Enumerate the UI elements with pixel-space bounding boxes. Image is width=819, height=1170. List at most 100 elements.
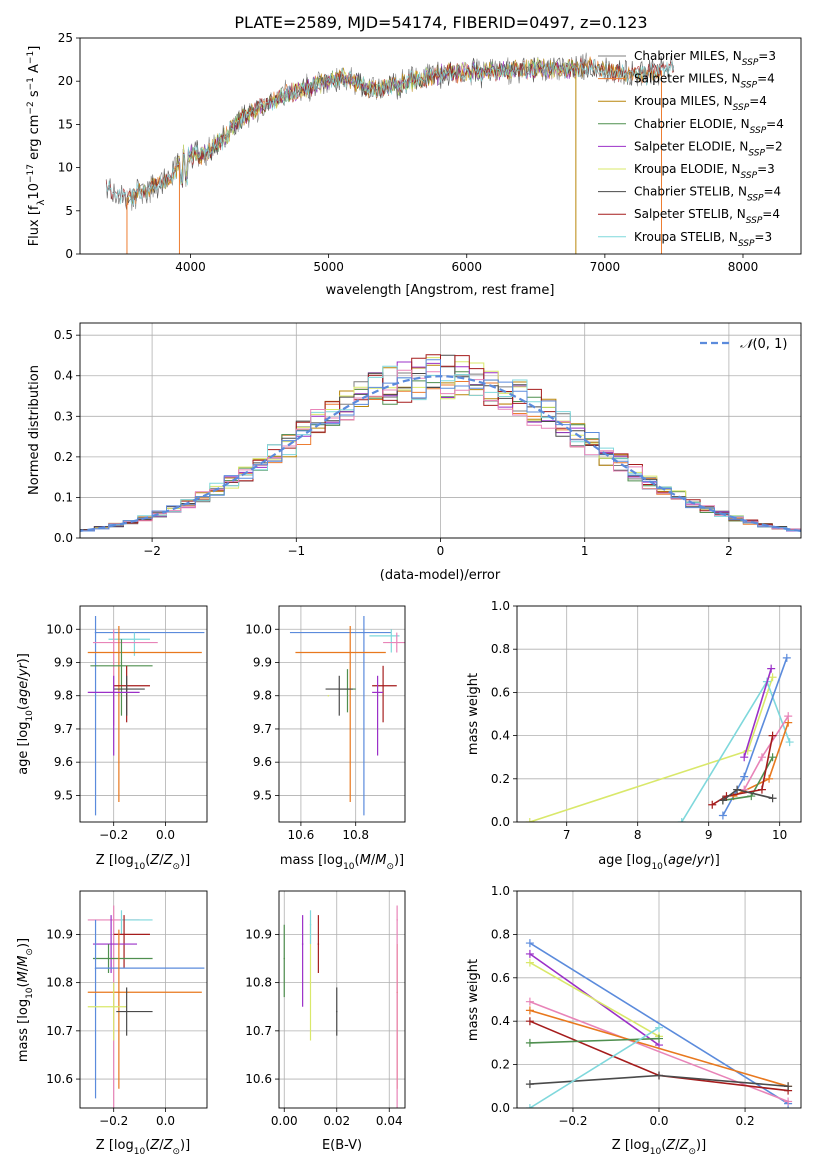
chart-mass_vs_ebv: 0.00 0.02 0.04 10.6 10.7 10.8 10.9 E(B-V) bbox=[245, 890, 406, 1153]
x-tick-label: 9 bbox=[705, 828, 713, 842]
y-tick-label: 0.6 bbox=[491, 971, 510, 985]
weight-marker bbox=[768, 673, 777, 682]
y-axis-label: mass weight bbox=[466, 959, 481, 1041]
y-tick-label: 10.0 bbox=[46, 622, 73, 636]
chart-mass_vs_Z: −0.2 0.0 10.6 10.7 10.8 10.9 Z [log10(Z/Z⊙)] ma… bbox=[16, 890, 208, 1157]
data-point bbox=[123, 933, 125, 936]
data-point bbox=[309, 981, 312, 984]
weight-marker bbox=[757, 753, 766, 762]
y-tick-label: 15 bbox=[58, 117, 73, 131]
y-tick-label: 0.2 bbox=[491, 772, 510, 786]
plot-area bbox=[87, 615, 205, 816]
y-tick-label: 10.9 bbox=[245, 927, 272, 941]
chart-age_vs_Z: −0.2 0.0 9.5 9.6 9.7 9.8 9.9 10.0 Z [log10(Z/Z⊙)… bbox=[16, 605, 208, 872]
axes-frame bbox=[516, 890, 802, 1109]
y-tick-label: 0.3 bbox=[54, 409, 73, 423]
plot-area bbox=[289, 615, 405, 816]
data-point bbox=[120, 919, 123, 921]
y-tick-label: 25 bbox=[58, 31, 73, 45]
y-tick-label: 9.8 bbox=[54, 689, 73, 703]
chart-residuals: −2 −1 0 1 2 0.0 0.1 0.2 0.3 0.4 0.5 𝒩(0, 1) (data-mo… bbox=[27, 322, 802, 583]
weight-marker bbox=[785, 738, 794, 747]
data-point bbox=[376, 691, 379, 694]
y-tick-label: 10.9 bbox=[46, 927, 73, 941]
weight-marker bbox=[782, 653, 791, 662]
data-point bbox=[112, 691, 115, 694]
weight-marker bbox=[525, 1104, 534, 1108]
weight-marker bbox=[525, 1017, 534, 1026]
weight-marker bbox=[718, 796, 727, 805]
axes-frame bbox=[516, 605, 802, 823]
weight-marker bbox=[767, 664, 776, 673]
y-axis-label: Flux [fλ10−17 erg cm−2 s−1 A−1] bbox=[26, 46, 47, 247]
x-tick-label: −0.2 bbox=[99, 828, 128, 842]
weight-marker bbox=[733, 785, 742, 794]
x-tick-label: 8 bbox=[634, 828, 642, 842]
y-tick-label: 9.5 bbox=[253, 788, 272, 802]
legend-label: Chabrier MILES, NSSP=3 bbox=[634, 49, 776, 68]
data-point bbox=[118, 991, 120, 994]
y-tick-label: 9.9 bbox=[253, 655, 272, 669]
x-tick-label: 0.0 bbox=[156, 1114, 175, 1128]
y-tick-label: 10.0 bbox=[245, 622, 272, 636]
spectrum-series-9 bbox=[105, 59, 675, 206]
x-tick-label: 1 bbox=[581, 544, 589, 558]
y-tick-label: 5 bbox=[65, 204, 73, 218]
data-point bbox=[112, 919, 115, 921]
legend-label: Salpeter STELIB, NSSP=4 bbox=[634, 207, 780, 226]
weight-marker bbox=[525, 1006, 534, 1015]
legend-label: Chabrier ELODIE, NSSP=4 bbox=[634, 117, 784, 136]
y-tick-label: 9.8 bbox=[253, 689, 272, 703]
y-tick-label: 0.0 bbox=[491, 1101, 510, 1115]
weight-marker bbox=[708, 800, 717, 809]
weight-marker bbox=[525, 1080, 534, 1089]
weight-marker bbox=[525, 958, 534, 967]
x-tick-label: 0.04 bbox=[376, 1114, 403, 1128]
histogram-series-11 bbox=[80, 359, 801, 533]
y-tick-label: 0.2 bbox=[54, 450, 73, 464]
x-tick-label: 0 bbox=[437, 544, 445, 558]
weight-marker bbox=[765, 774, 774, 783]
weight-marker bbox=[525, 818, 534, 822]
x-tick-label: 2 bbox=[725, 544, 733, 558]
weight-marker bbox=[718, 811, 727, 820]
x-tick-label: 0.0 bbox=[649, 1114, 668, 1128]
figure-title: PLATE=2589, MJD=54174, FIBERID=0497, z=0… bbox=[234, 13, 647, 32]
x-tick-label: 7 bbox=[563, 828, 571, 842]
legend-label: Kroupa MILES, NSSP=4 bbox=[634, 94, 767, 113]
axes-frame bbox=[79, 37, 802, 255]
plot-area bbox=[80, 354, 801, 533]
x-tick-label: 7000 bbox=[590, 260, 621, 274]
legend-label: Kroupa STELIB, NSSP=3 bbox=[634, 230, 772, 249]
y-tick-label: 20 bbox=[58, 74, 73, 88]
weight-line-2 bbox=[681, 679, 791, 822]
axes-frame bbox=[278, 890, 406, 1109]
weight-marker bbox=[768, 731, 777, 740]
x-tick-label: 0.0 bbox=[156, 828, 175, 842]
data-point bbox=[107, 957, 110, 960]
data-point bbox=[396, 919, 398, 921]
weight-marker bbox=[525, 939, 534, 948]
legend-label: Salpeter ELODIE, NSSP=2 bbox=[634, 139, 783, 158]
y-axis-label: mass [log10(M/M⊙)] bbox=[16, 938, 35, 1062]
y-tick-label: 10.7 bbox=[46, 1024, 73, 1038]
weight-marker bbox=[655, 1071, 663, 1080]
weight-line-3 bbox=[722, 657, 788, 816]
data-point bbox=[382, 684, 384, 687]
y-tick-label: 9.7 bbox=[54, 722, 73, 736]
weight-marker bbox=[740, 772, 749, 781]
weight-marker bbox=[768, 794, 777, 803]
x-tick-label: 6000 bbox=[451, 260, 482, 274]
y-tick-label: 10.7 bbox=[245, 1024, 272, 1038]
plot-area bbox=[283, 905, 398, 1108]
weight-marker bbox=[525, 1038, 534, 1047]
data-point bbox=[335, 1010, 338, 1013]
weight-marker bbox=[740, 753, 749, 762]
legend-label: Salpeter MILES, NSSP=4 bbox=[634, 72, 775, 91]
weight-marker bbox=[655, 1034, 663, 1043]
weight-line-5 bbox=[529, 1009, 789, 1088]
x-axis-label: E(B-V) bbox=[322, 1138, 362, 1153]
y-tick-label: 0.2 bbox=[491, 1058, 510, 1072]
y-tick-label: 10 bbox=[58, 161, 73, 175]
weight-marker bbox=[757, 785, 766, 794]
